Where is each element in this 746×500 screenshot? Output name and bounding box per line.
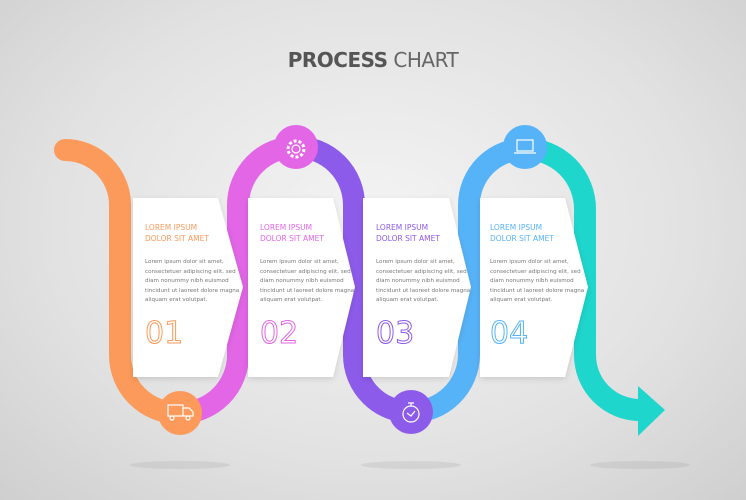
step-heading: LOREM IPSUM DOLOR SIT AMET [376,223,440,243]
step-number: 02 [260,315,299,351]
title-light: CHART [393,48,459,72]
path-segment-1 [54,139,189,424]
path-segment-3 [295,136,412,423]
gear-icon [274,125,318,169]
page-title: PROCESS CHART [0,48,746,72]
step-number: 01 [145,315,184,351]
step-body: Lorem ipsum dolor sit amet, consectetuer… [260,259,355,304]
step-heading: LOREM IPSUM DOLOR SIT AMET [260,223,324,243]
step-body: Lorem ipsum dolor sit amet, consectetuer… [145,259,240,304]
card-4-bg [480,198,588,377]
stopwatch-icon [389,390,433,434]
card-1-bg [133,198,243,377]
title-bold: PROCESS [287,48,388,72]
step-heading: LOREM IPSUM DOLOR SIT AMET [490,223,554,243]
truck-icon [158,391,202,435]
path-segment-5 [524,138,641,421]
step-body: Lorem ipsum dolor sit amet, consectetuer… [376,259,471,304]
arrow-head [638,386,665,436]
step-card-2: LOREM IPSUM DOLOR SIT AMET Lorem ipsum do… [260,222,355,351]
step-number: 04 [490,315,529,351]
card-3-bg [363,198,471,377]
step-heading: LOREM IPSUM DOLOR SIT AMET [145,223,209,243]
laptop-icon [503,125,547,169]
step-body: Lorem ipsum dolor sit amet, consectetuer… [490,259,585,304]
step-card-3: LOREM IPSUM DOLOR SIT AMET Lorem ipsum do… [376,222,471,351]
step-card-4: LOREM IPSUM DOLOR SIT AMET Lorem ipsum do… [490,222,585,351]
step-number: 03 [376,315,415,351]
card-2-bg [248,198,355,377]
step-card-1: LOREM IPSUM DOLOR SIT AMET Lorem ipsum do… [145,222,240,351]
